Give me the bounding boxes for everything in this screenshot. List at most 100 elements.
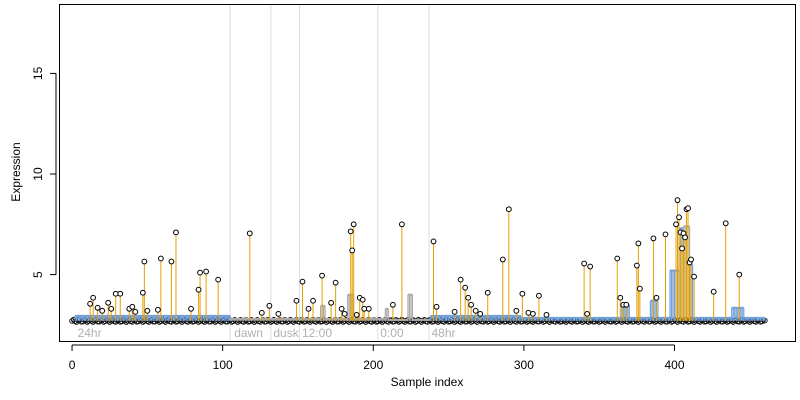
data-point xyxy=(653,294,660,301)
data-point xyxy=(173,229,179,236)
data-point xyxy=(650,235,657,242)
data-points xyxy=(87,197,743,318)
data-point xyxy=(350,221,357,228)
plot-frame xyxy=(59,4,796,342)
data-point xyxy=(633,262,640,269)
y-tick-label: 10 xyxy=(31,167,45,181)
region-boundary-lines xyxy=(229,5,430,341)
data-point xyxy=(389,301,396,308)
data-point xyxy=(465,294,472,301)
data-point xyxy=(530,310,536,317)
data-point xyxy=(457,276,464,283)
data-point xyxy=(433,303,440,310)
data-point xyxy=(328,299,335,306)
data-point xyxy=(349,247,356,254)
data-point xyxy=(332,279,339,286)
data-point xyxy=(617,294,624,301)
data-point xyxy=(293,297,300,304)
data-point xyxy=(462,284,469,291)
data-point xyxy=(188,305,194,312)
data-point xyxy=(365,305,372,312)
data-point xyxy=(662,231,669,238)
region-label: 48hr xyxy=(432,326,456,340)
data-point xyxy=(505,206,512,213)
data-point xyxy=(691,273,697,280)
data-point xyxy=(197,269,203,276)
x-axis-title: Sample index xyxy=(391,375,464,389)
data-point xyxy=(674,197,681,204)
data-point xyxy=(158,255,164,262)
data-point xyxy=(451,308,458,315)
data-point xyxy=(246,230,253,237)
y-tick-label: 15 xyxy=(31,66,45,80)
data-point xyxy=(673,221,679,228)
x-tick-label: 300 xyxy=(514,358,534,372)
data-point xyxy=(584,310,591,317)
data-point xyxy=(266,302,273,309)
data-point xyxy=(215,276,222,283)
region-label: dawn xyxy=(234,326,263,340)
data-point xyxy=(623,301,630,308)
data-point xyxy=(499,256,506,263)
data-point xyxy=(581,260,588,267)
data-point xyxy=(477,310,484,317)
data-point xyxy=(203,268,209,275)
data-point xyxy=(305,305,312,312)
data-point xyxy=(87,300,94,307)
data-point xyxy=(258,309,265,316)
data-point xyxy=(359,296,366,303)
y-axis: 5 10 15 xyxy=(31,66,57,278)
data-point xyxy=(398,221,405,228)
data-point xyxy=(682,234,688,241)
x-tick-label: 400 xyxy=(664,358,684,372)
data-point xyxy=(108,305,115,312)
data-point xyxy=(154,306,161,313)
data-point xyxy=(347,228,354,235)
data-point xyxy=(144,307,151,314)
region-labels: 24hr dawn dusk 12:00 0:00 48hr xyxy=(78,326,456,340)
data-point xyxy=(132,308,139,315)
data-point xyxy=(472,307,479,314)
data-point xyxy=(685,205,691,212)
data-point xyxy=(141,258,148,265)
data-point xyxy=(519,290,526,297)
data-point xyxy=(319,272,325,279)
data-point xyxy=(338,305,345,312)
region-label: dusk xyxy=(273,326,299,340)
region-label: 0:00 xyxy=(380,326,404,340)
data-point xyxy=(139,289,146,296)
data-point xyxy=(676,214,682,221)
data-point xyxy=(636,285,643,292)
region-label: 12:00 xyxy=(302,326,332,340)
data-point xyxy=(117,290,124,297)
data-point xyxy=(543,311,550,318)
data-point xyxy=(430,238,437,245)
data-point xyxy=(310,297,316,304)
data-point xyxy=(635,240,642,247)
data-point xyxy=(525,309,532,316)
data-point xyxy=(195,286,202,293)
y-axis-title: Expression xyxy=(9,142,23,201)
x-tick-label: 0 xyxy=(69,358,76,372)
data-point xyxy=(341,310,348,317)
x-tick-label: 100 xyxy=(213,358,233,372)
data-point xyxy=(614,255,621,262)
x-axis: 0 100 200 300 400 xyxy=(69,344,685,372)
data-point xyxy=(299,278,306,285)
data-point xyxy=(536,292,542,299)
data-point xyxy=(129,303,136,310)
data-point xyxy=(688,256,694,263)
region-label: 24hr xyxy=(78,326,102,340)
data-point xyxy=(736,271,743,278)
data-point xyxy=(105,299,112,306)
data-point xyxy=(353,311,360,318)
data-point xyxy=(722,220,729,227)
x-tick-label: 200 xyxy=(363,358,383,372)
data-point xyxy=(513,307,520,314)
data-point xyxy=(168,258,175,265)
data-point xyxy=(94,304,101,311)
data-point xyxy=(710,288,717,295)
data-point xyxy=(484,289,491,296)
data-point xyxy=(275,310,282,317)
